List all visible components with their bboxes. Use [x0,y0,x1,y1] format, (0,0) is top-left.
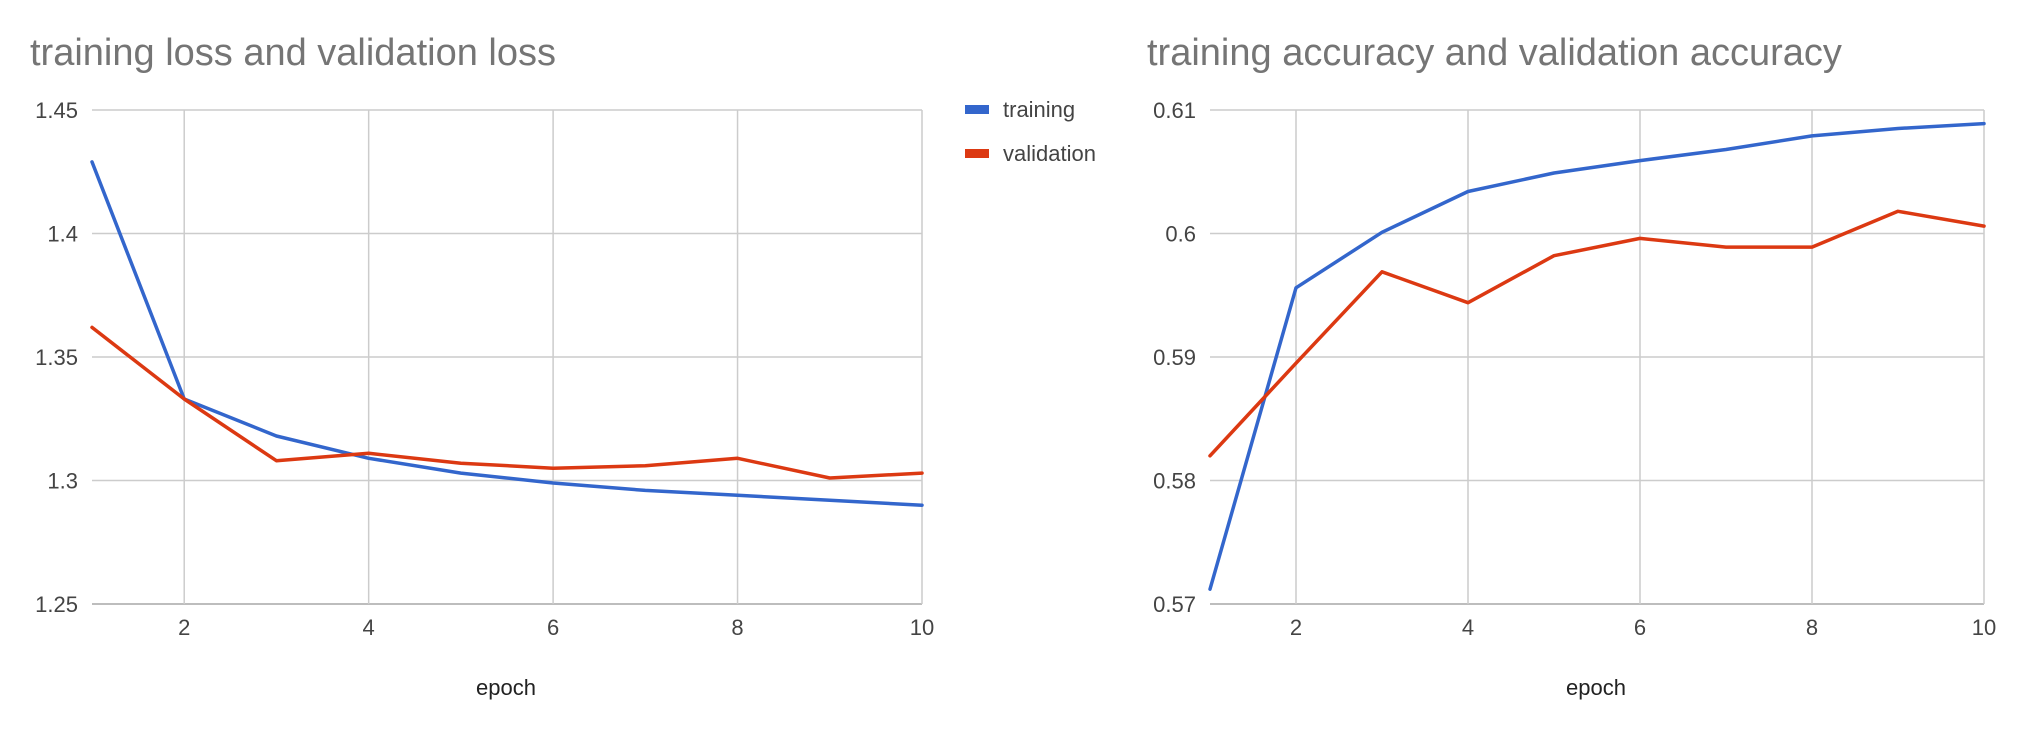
x-tick-label: 8 [731,615,743,640]
x-tick-label: 10 [1972,615,1996,640]
y-tick-label: 1.4 [47,222,78,247]
legend-swatch-validation [965,149,989,158]
legend: training validation [965,97,1096,166]
series-line-training [1208,121,1986,591]
x-tick-label: 4 [1462,615,1474,640]
y-tick-label: 0.6 [1165,222,1196,247]
y-tick-label: 0.58 [1153,469,1196,494]
x-tick-label: 2 [178,615,190,640]
x-tick-label: 8 [1806,615,1818,640]
legend-swatch-training [965,105,989,114]
loss-chart-x-label: epoch [476,675,536,700]
y-tick-label: 1.3 [47,469,78,494]
accuracy-chart: training accuracy and validation accurac… [1147,32,1996,700]
loss-chart-title: training loss and validation loss [30,32,556,74]
y-tick-label: 0.59 [1153,345,1196,370]
legend-label-validation: validation [1003,141,1096,166]
x-tick-label: 10 [910,615,934,640]
y-tick-label: 0.61 [1153,98,1196,123]
series-line-training [90,160,924,507]
y-tick-label: 1.25 [35,592,78,617]
series-line-validation [90,325,924,480]
accuracy-chart-series [1208,121,1986,591]
x-tick-label: 2 [1290,615,1302,640]
accuracy-chart-y-axis: 0.61 0.6 0.59 0.58 0.57 [1153,98,1196,617]
x-tick-label: 4 [363,615,375,640]
accuracy-chart-x-axis: 2 4 6 8 10 [1290,615,1996,640]
accuracy-chart-title: training accuracy and validation accurac… [1147,32,1842,74]
x-tick-label: 6 [547,615,559,640]
y-tick-label: 0.57 [1153,592,1196,617]
loss-chart-y-axis: 1.45 1.4 1.35 1.3 1.25 [35,98,78,617]
loss-chart-series [90,160,924,507]
loss-chart: training loss and validation loss 1.451.… [30,32,1096,700]
accuracy-chart-x-label: epoch [1566,675,1626,700]
accuracy-chart-grid [1210,109,1985,605]
x-tick-label: 6 [1634,615,1646,640]
loss-chart-x-axis: 2 4 6 8 10 [178,615,934,640]
y-tick-label: 1.45 [35,98,78,123]
loss-chart-grid [92,109,923,605]
legend-label-training: training [1003,97,1075,122]
series-line-validation [1208,209,1986,458]
y-tick-label: 1.35 [35,345,78,370]
